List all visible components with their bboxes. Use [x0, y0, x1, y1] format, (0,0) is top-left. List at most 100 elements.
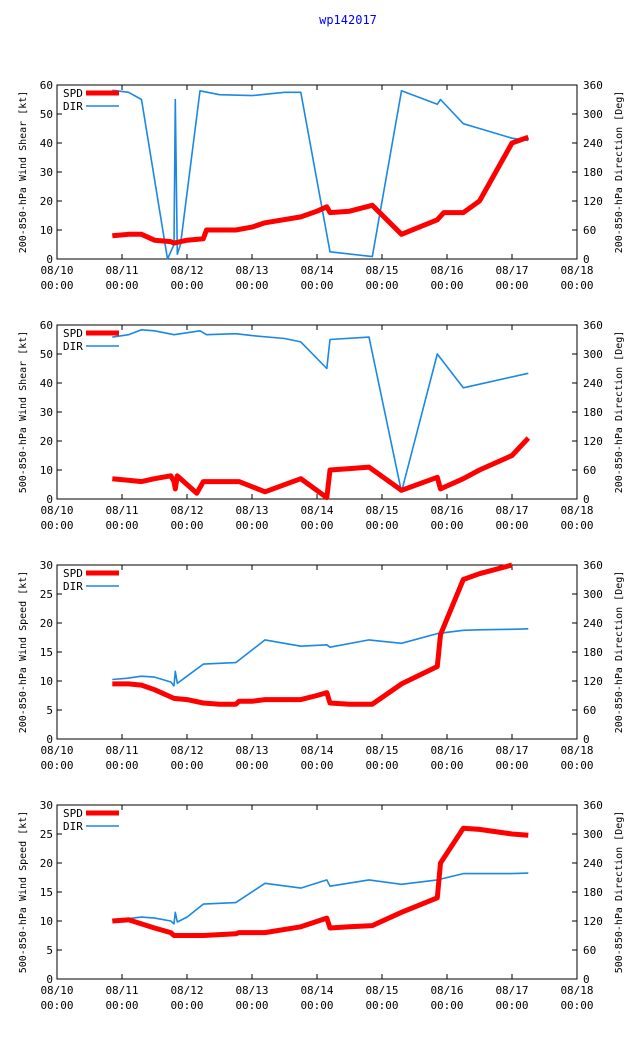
x-tick-date: 08/12 — [170, 984, 203, 997]
x-tick-date: 08/16 — [430, 504, 463, 517]
y2-tick-label: 360 — [583, 319, 603, 332]
y2-axis-label: 200-850-hPa Direction [Deg] — [614, 331, 625, 494]
y2-tick-label: 0 — [583, 493, 590, 506]
x-tick-date: 08/12 — [170, 264, 203, 277]
x-tick-time: 00:00 — [560, 279, 593, 292]
y-tick-label: 0 — [46, 733, 53, 746]
x-tick-date: 08/13 — [235, 264, 268, 277]
y-tick-label: 30 — [40, 559, 53, 572]
x-tick-date: 08/14 — [300, 264, 333, 277]
legend-label-spd: SPD — [63, 807, 83, 820]
legend-label-dir: DIR — [63, 100, 83, 113]
y2-tick-label: 300 — [583, 108, 603, 121]
x-tick-time: 00:00 — [560, 519, 593, 532]
x-tick-date: 08/16 — [430, 264, 463, 277]
y-axis-label: 200-850-hPa Wind Speed [kt] — [18, 571, 29, 734]
y2-tick-label: 180 — [583, 166, 603, 179]
y2-tick-label: 120 — [583, 195, 603, 208]
figure-title: wp142017 — [319, 13, 377, 27]
y-tick-label: 20 — [40, 435, 53, 448]
x-tick-date: 08/14 — [300, 984, 333, 997]
series-line-spd — [112, 562, 513, 707]
y2-tick-label: 300 — [583, 348, 603, 361]
y-axis-label: 200-850-hPa Wind Shear [kt] — [18, 91, 29, 254]
x-tick-date: 08/15 — [365, 744, 398, 757]
x-tick-time: 00:00 — [300, 759, 333, 772]
x-tick-date: 08/15 — [365, 504, 398, 517]
x-tick-date: 08/14 — [300, 504, 333, 517]
x-tick-time: 00:00 — [495, 999, 528, 1012]
y-tick-label: 15 — [40, 646, 53, 659]
y-tick-label: 20 — [40, 195, 53, 208]
x-tick-time: 00:00 — [365, 759, 398, 772]
y2-tick-label: 60 — [583, 704, 596, 717]
x-tick-time: 00:00 — [235, 279, 268, 292]
series-line-dir — [112, 89, 529, 260]
x-tick-date: 08/11 — [105, 264, 138, 277]
y2-tick-label: 300 — [583, 588, 603, 601]
x-tick-time: 00:00 — [365, 279, 398, 292]
x-tick-date: 08/18 — [560, 984, 593, 997]
x-tick-time: 00:00 — [235, 999, 268, 1012]
x-tick-time: 00:00 — [40, 759, 73, 772]
x-tick-time: 00:00 — [495, 519, 528, 532]
x-tick-time: 00:00 — [105, 999, 138, 1012]
y2-axis-label: 200-850-hPa Direction [Deg] — [614, 571, 625, 734]
y2-tick-label: 60 — [583, 464, 596, 477]
plot-frame — [56, 564, 578, 740]
x-tick-date: 08/12 — [170, 504, 203, 517]
x-tick-time: 00:00 — [430, 279, 463, 292]
x-tick-time: 00:00 — [105, 279, 138, 292]
y-tick-label: 0 — [46, 493, 53, 506]
x-tick-date: 08/13 — [235, 984, 268, 997]
x-tick-date: 08/10 — [40, 504, 73, 517]
x-tick-date: 08/17 — [495, 264, 528, 277]
y-tick-label: 5 — [46, 704, 53, 717]
y2-tick-label: 60 — [583, 224, 596, 237]
x-tick-time: 00:00 — [170, 519, 203, 532]
x-tick-date: 08/13 — [235, 504, 268, 517]
legend-label-spd: SPD — [63, 87, 83, 100]
legend-label-dir: DIR — [63, 580, 83, 593]
x-tick-time: 00:00 — [365, 519, 398, 532]
y2-tick-label: 0 — [583, 253, 590, 266]
x-tick-time: 00:00 — [560, 759, 593, 772]
y2-tick-label: 240 — [583, 377, 603, 390]
x-tick-date: 08/11 — [105, 984, 138, 997]
x-tick-time: 00:00 — [40, 279, 73, 292]
x-tick-time: 00:00 — [170, 759, 203, 772]
x-tick-date: 08/11 — [105, 504, 138, 517]
x-tick-time: 00:00 — [495, 759, 528, 772]
y-tick-label: 40 — [40, 137, 53, 150]
x-tick-date: 08/17 — [495, 984, 528, 997]
x-tick-date: 08/10 — [40, 984, 73, 997]
y2-tick-label: 120 — [583, 675, 603, 688]
y2-tick-label: 360 — [583, 799, 603, 812]
x-tick-time: 00:00 — [235, 759, 268, 772]
y2-tick-label: 240 — [583, 857, 603, 870]
y-tick-label: 50 — [40, 348, 53, 361]
x-tick-date: 08/16 — [430, 744, 463, 757]
y-tick-label: 60 — [40, 319, 53, 332]
x-tick-time: 00:00 — [105, 519, 138, 532]
x-tick-date: 08/12 — [170, 744, 203, 757]
x-tick-time: 00:00 — [430, 519, 463, 532]
y-tick-label: 30 — [40, 166, 53, 179]
y2-tick-label: 0 — [583, 733, 590, 746]
x-tick-time: 00:00 — [300, 279, 333, 292]
y-tick-label: 50 — [40, 108, 53, 121]
y2-tick-label: 120 — [583, 915, 603, 928]
x-tick-time: 00:00 — [170, 279, 203, 292]
x-tick-time: 00:00 — [170, 999, 203, 1012]
y-tick-label: 15 — [40, 886, 53, 899]
x-tick-time: 00:00 — [300, 999, 333, 1012]
y-tick-label: 10 — [40, 464, 53, 477]
y2-tick-label: 180 — [583, 886, 603, 899]
x-tick-date: 08/16 — [430, 984, 463, 997]
chart-panel-2: 0 10 20 30 40 50 60 0 60 120 180 240 300 360 08/10 00:0… — [18, 319, 625, 532]
x-tick-time: 00:00 — [430, 999, 463, 1012]
x-tick-date: 08/14 — [300, 744, 333, 757]
x-tick-date: 08/13 — [235, 744, 268, 757]
x-tick-time: 00:00 — [560, 999, 593, 1012]
